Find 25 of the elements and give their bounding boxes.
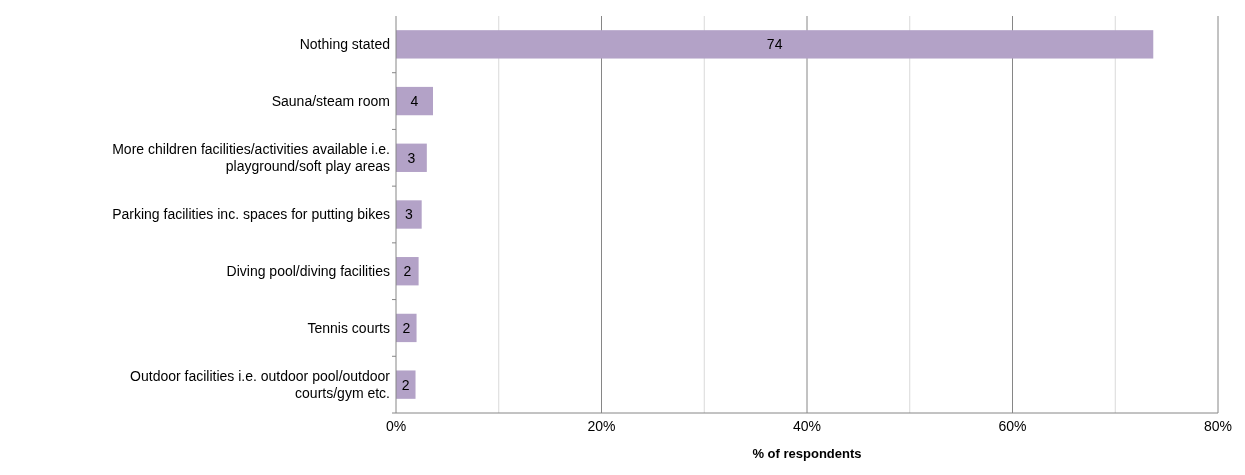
y-tick-label: More children facilities/activities available i.e. playground/soft play areas bbox=[112, 141, 390, 175]
x-tick-label: 80% bbox=[1203, 418, 1233, 434]
x-axis-title: % of respondents bbox=[752, 446, 862, 461]
y-tick-label: Parking facilities inc. spaces for putting bikes bbox=[112, 206, 390, 223]
y-tick-label: Tennis courts bbox=[307, 319, 390, 336]
y-tick-label: Sauna/steam room bbox=[271, 92, 390, 109]
data-label: 3 bbox=[404, 206, 413, 223]
bar bbox=[396, 143, 427, 172]
y-tick-label: Diving pool/diving facilities bbox=[226, 263, 390, 280]
bar bbox=[396, 200, 422, 229]
data-label: 4 bbox=[410, 92, 419, 109]
bar bbox=[396, 30, 1154, 59]
data-label: 2 bbox=[403, 263, 412, 280]
x-tick-label: 20% bbox=[587, 418, 616, 434]
data-label: 74 bbox=[766, 36, 783, 53]
y-tick-label: Outdoor facilities i.e. outdoor pool/outdoor courts/gym etc. bbox=[130, 368, 391, 402]
data-label: 2 bbox=[402, 319, 411, 336]
data-label: 3 bbox=[407, 149, 416, 166]
y-tick-label: Nothing stated bbox=[299, 36, 390, 53]
x-tick-label: 0% bbox=[385, 418, 407, 434]
bar bbox=[396, 86, 433, 116]
data-label: 2 bbox=[401, 376, 410, 393]
x-tick-label: 60% bbox=[998, 418, 1027, 434]
bar bbox=[396, 370, 416, 399]
x-tick-label: 40% bbox=[792, 418, 822, 434]
